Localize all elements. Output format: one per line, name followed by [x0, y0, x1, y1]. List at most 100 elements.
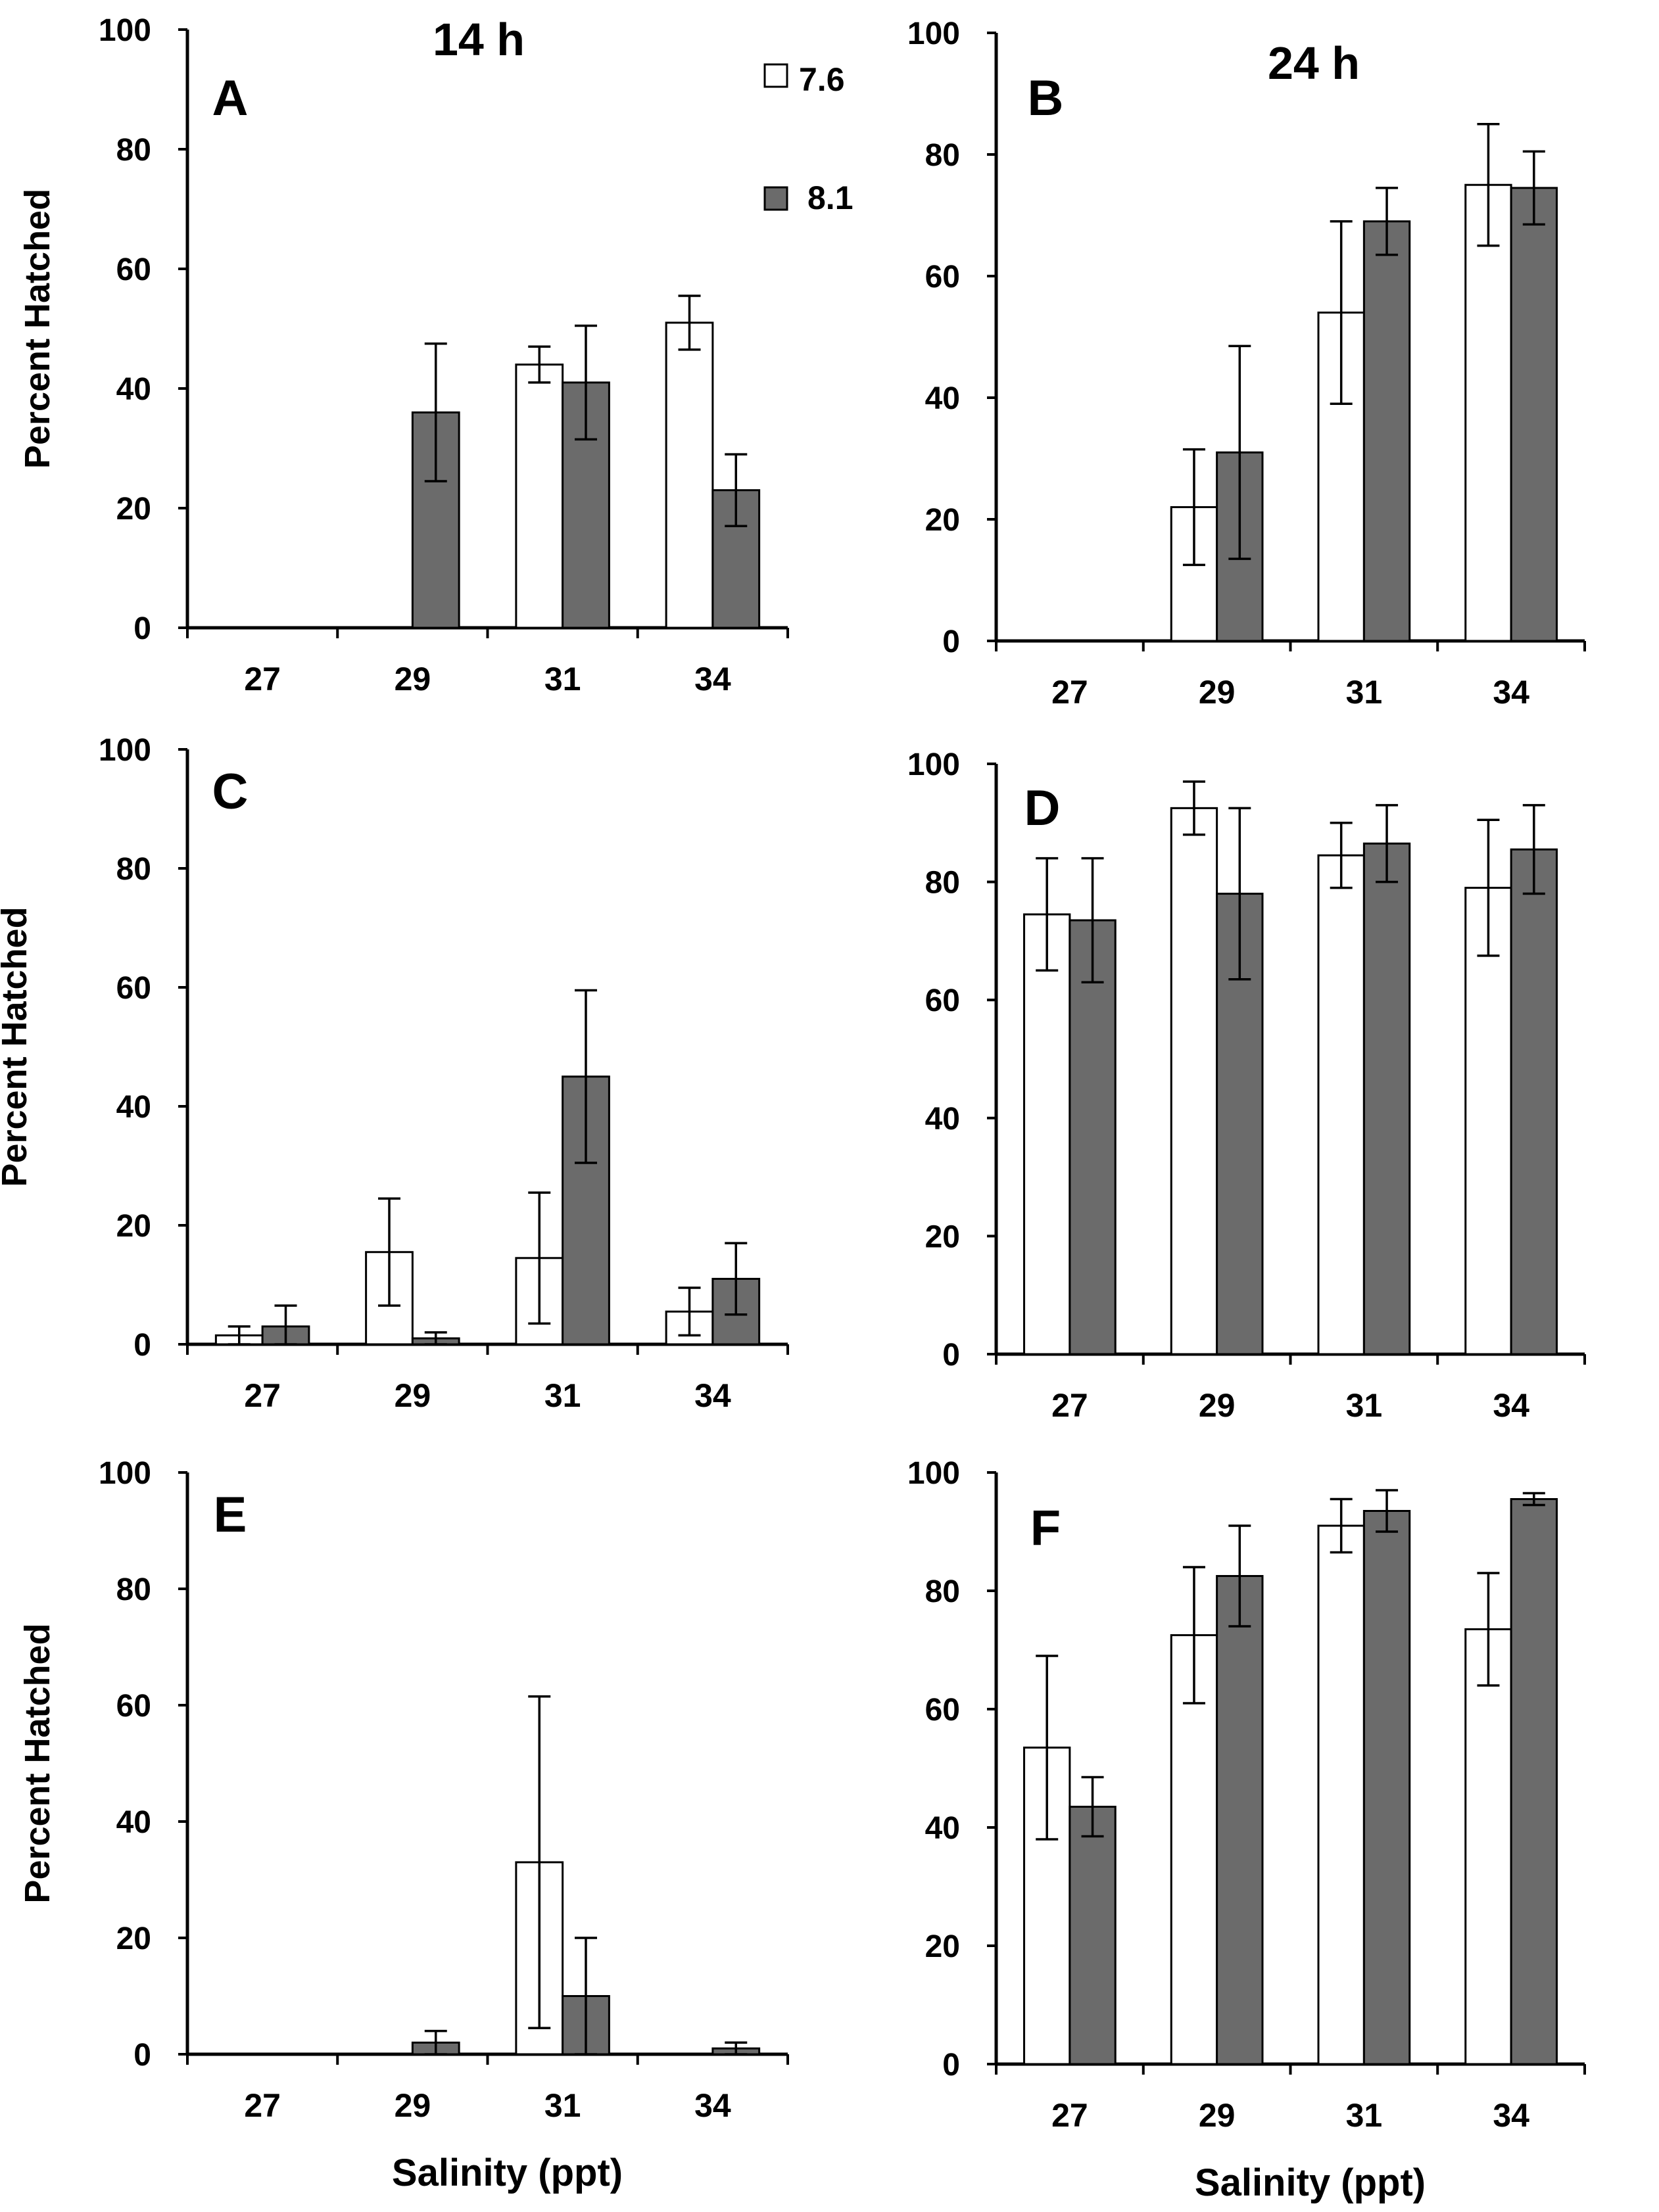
- legend-label-7-6: 7.6: [799, 61, 845, 98]
- y-tick-label: 40: [116, 1805, 151, 1840]
- bar: [1069, 1806, 1117, 2065]
- x-tick-label: 34: [1493, 674, 1529, 711]
- panel-label: E: [214, 1487, 247, 1543]
- bar: [665, 321, 714, 629]
- y-tick-label: 20: [116, 1921, 151, 1956]
- chart-panel-c: 0 20 40 60 80 100 27 29 31 34 C Percent Hatched: [0, 733, 789, 1414]
- legend: 7.6 8.1: [763, 61, 854, 216]
- x-tick-label: 34: [1493, 2097, 1529, 2134]
- y-tick-label: 60: [925, 1693, 960, 1728]
- y-tick-label: 40: [925, 1102, 960, 1137]
- x-tick-label: 29: [1199, 1387, 1236, 1424]
- x-tick-label: 34: [694, 1377, 731, 1414]
- y-axis-label: Percent Hatched: [0, 906, 34, 1187]
- y-tick-label: 20: [116, 1209, 151, 1244]
- y-tick-label: 100: [99, 733, 151, 768]
- y-tick-label: 60: [116, 971, 151, 1006]
- bar: [1023, 913, 1071, 1355]
- bar: [1510, 1498, 1558, 2065]
- x-tick-label: 29: [1199, 2097, 1236, 2134]
- bar: [1464, 183, 1512, 642]
- y-tick-label: 100: [907, 16, 960, 51]
- bar: [1362, 842, 1411, 1355]
- panel-label: D: [1024, 780, 1061, 836]
- y-tick-label: 40: [116, 372, 151, 407]
- y-tick-label: 80: [116, 1572, 151, 1607]
- chart-panel-b: 0 20 40 60 80 100 27 29 31 34 B: [907, 16, 1586, 711]
- bar: [1510, 848, 1558, 1355]
- x-tick-label: 31: [544, 661, 581, 697]
- bar: [515, 364, 564, 629]
- x-tick-label: 27: [1051, 1387, 1088, 1424]
- y-tick-label: 0: [942, 1338, 960, 1373]
- y-tick-label: 20: [925, 503, 960, 538]
- bar: [1216, 1575, 1264, 2065]
- bar: [1362, 220, 1411, 642]
- x-tick-label: 31: [1346, 1387, 1383, 1424]
- x-tick-label: 27: [244, 1377, 281, 1414]
- y-tick-label: 40: [116, 1090, 151, 1125]
- y-tick-label: 80: [925, 866, 960, 901]
- panel-label: B: [1028, 70, 1064, 126]
- x-tick-label: 29: [1199, 674, 1236, 711]
- y-tick-label: 0: [942, 624, 960, 659]
- x-tick-label: 31: [1346, 2097, 1383, 2134]
- y-tick-label: 0: [133, 2038, 151, 2073]
- bar: [1362, 1510, 1411, 2065]
- column-title-14h: 14 h: [433, 14, 525, 65]
- x-tick-label: 29: [395, 2087, 431, 2124]
- chart-panel-a: 0 20 40 60 80 100 27 29 31 34 A Percent Hatched: [18, 13, 789, 697]
- chart-panel-d: 0 20 40 60 80 100 27 29 31 34 D: [907, 747, 1586, 1424]
- column-title-24h: 24 h: [1268, 37, 1360, 89]
- y-tick-label: 100: [99, 1456, 151, 1491]
- y-tick-label: 80: [116, 133, 151, 168]
- x-tick-label: 34: [1493, 1387, 1529, 1424]
- y-tick-label: 100: [99, 13, 151, 48]
- y-tick-label: 20: [116, 492, 151, 527]
- y-axis-label: Percent Hatched: [18, 189, 57, 469]
- bar: [1170, 807, 1218, 1355]
- y-tick-label: 80: [925, 138, 960, 173]
- y-tick-label: 100: [907, 747, 960, 782]
- legend-label-8-1: 8.1: [807, 179, 854, 216]
- y-tick-label: 60: [116, 1689, 151, 1724]
- x-tick-label: 34: [694, 2087, 731, 2124]
- bar: [1069, 919, 1117, 1355]
- x-tick-label: 27: [1051, 2097, 1088, 2134]
- x-tick-label: 34: [694, 661, 731, 697]
- x-tick-label: 29: [395, 1377, 431, 1414]
- y-tick-label: 60: [116, 252, 151, 287]
- y-tick-label: 0: [942, 2048, 960, 2083]
- y-tick-label: 40: [925, 1811, 960, 1846]
- x-tick-label: 27: [1051, 674, 1088, 711]
- y-tick-label: 60: [925, 983, 960, 1018]
- panel-label: C: [212, 764, 249, 820]
- chart-panel-e: 0 20 40 60 80 100 27 29 31 34 E Percent Hatched Sali…: [18, 1456, 789, 2194]
- panel-label: A: [212, 70, 249, 126]
- y-tick-label: 100: [907, 1456, 960, 1491]
- x-axis-label: Salinity (ppt): [1195, 2161, 1426, 2204]
- bar: [1464, 887, 1512, 1355]
- panel-label: F: [1030, 1500, 1061, 1556]
- legend-swatch-8-1: [763, 186, 788, 211]
- legend-swatch-7-6: [763, 63, 788, 88]
- bar: [1317, 1524, 1365, 2065]
- x-tick-label: 31: [544, 1377, 581, 1414]
- y-tick-label: 0: [133, 1328, 151, 1363]
- y-tick-label: 60: [925, 260, 960, 294]
- y-tick-label: 80: [925, 1574, 960, 1609]
- y-tick-label: 0: [133, 611, 151, 646]
- bar: [1317, 854, 1365, 1355]
- x-tick-label: 29: [395, 661, 431, 697]
- y-tick-label: 20: [925, 1929, 960, 1964]
- y-axis-label: Percent Hatched: [18, 1623, 57, 1903]
- x-tick-label: 27: [244, 2087, 281, 2124]
- y-tick-label: 20: [925, 1219, 960, 1254]
- chart-panel-f: 0 20 40 60 80 100 27 29 31 34 F Salinity (ppt): [907, 1456, 1586, 2204]
- bar: [1464, 1628, 1512, 2065]
- bar: [1510, 187, 1558, 642]
- x-tick-label: 27: [244, 661, 281, 697]
- x-tick-label: 31: [1346, 674, 1383, 711]
- y-tick-label: 80: [116, 852, 151, 887]
